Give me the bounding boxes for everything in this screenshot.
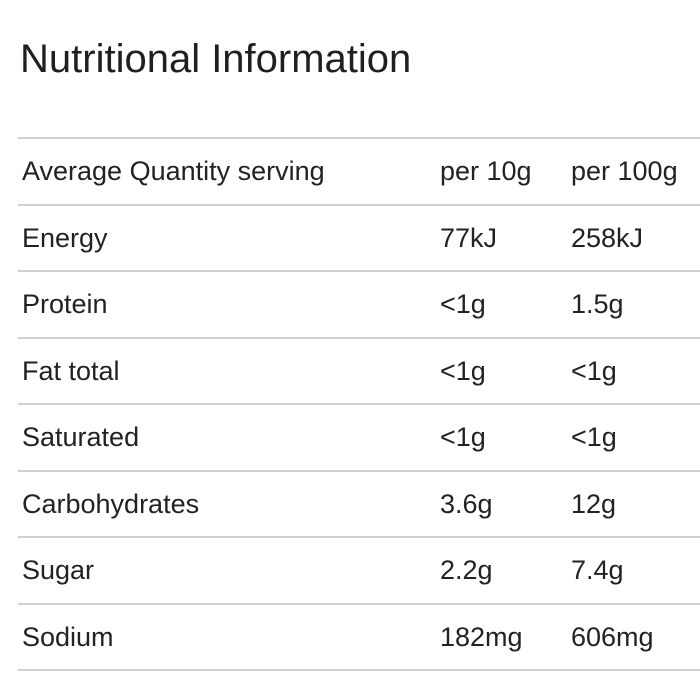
- per-100g-value: 258kJ: [571, 222, 644, 253]
- per-10g-value: 77kJ: [440, 222, 498, 253]
- per-100g-value: 1.5g: [571, 289, 624, 320]
- per-10g-value: 182mg: [440, 621, 523, 652]
- nutrient-label: Energy: [22, 222, 108, 253]
- table-row: Carbohydrates 3.6g 12g: [18, 471, 700, 537]
- per-100g-value: 606mg: [571, 621, 654, 652]
- per-10g-value: <1g: [440, 422, 486, 453]
- per-100g-value: <1g: [571, 422, 617, 453]
- per-100g-value: 12g: [571, 488, 617, 519]
- per-10g-value: 2.2g: [440, 555, 493, 586]
- table-row: Protein <1g 1.5g: [18, 271, 700, 338]
- header-per-10g-cell: per 10g: [440, 156, 532, 187]
- table-row: Fat total <1g <1g: [18, 338, 700, 404]
- header-label-cell: Average Quantity serving: [22, 156, 325, 187]
- table-row: Energy 77kJ 258kJ: [18, 205, 700, 271]
- per-10g-value: 3.6g: [440, 488, 493, 519]
- table-row: Sugar 2.2g 7.4g: [18, 537, 700, 604]
- page-title: Nutritional Information: [20, 37, 412, 81]
- nutrient-label: Sodium: [22, 621, 114, 652]
- per-100g-value: 7.4g: [571, 555, 624, 586]
- per-10g-value: <1g: [440, 355, 486, 386]
- nutrient-label: Protein: [22, 289, 108, 320]
- per-100g-value: <1g: [571, 355, 617, 386]
- nutrient-label: Saturated: [22, 422, 140, 453]
- table-row: Saturated <1g <1g: [18, 404, 700, 471]
- nutrient-label: Fat total: [22, 355, 120, 386]
- nutrient-label: Sugar: [22, 555, 95, 586]
- nutrition-table: Average Quantity serving per 10g per 100…: [18, 137, 700, 671]
- table-header-row: Average Quantity serving per 10g per 100…: [18, 138, 700, 205]
- table-row: Sodium 182mg 606mg: [18, 604, 700, 670]
- nutrient-label: Carbohydrates: [22, 488, 200, 519]
- per-10g-value: <1g: [440, 289, 486, 320]
- header-per-100g-cell: per 100g: [571, 156, 678, 187]
